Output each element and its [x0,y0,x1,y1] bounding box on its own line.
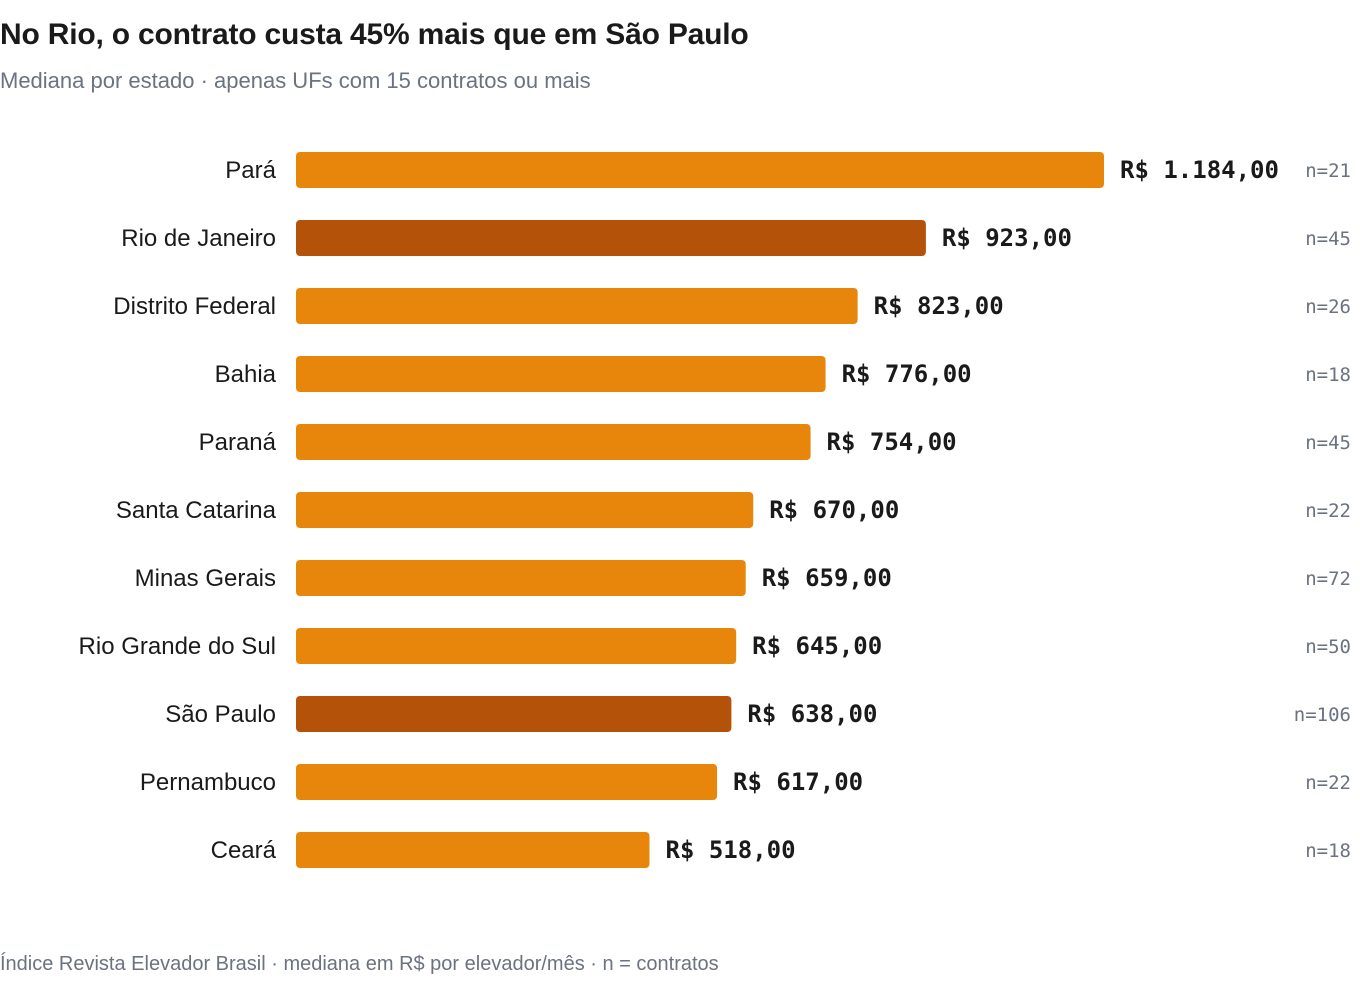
count-label-pernambuco: n=22 [1305,772,1351,794]
value-label-rio-grande-do-sul: R$ 645,00 [752,632,882,660]
bar-ceara [296,832,650,868]
value-label-santa-catarina: R$ 670,00 [769,496,899,524]
category-label-pernambuco: Pernambuco [140,769,276,796]
value-label-distrito-federal: R$ 823,00 [874,292,1004,320]
category-label-rio-de-janeiro: Rio de Janeiro [121,225,276,252]
category-label-minas-gerais: Minas Gerais [135,565,276,592]
bar-pernambuco [296,764,718,800]
bar-parana [296,424,811,460]
category-label-distrito-federal: Distrito Federal [113,293,276,320]
count-label-para: n=21 [1305,160,1351,182]
bar-rio-de-janeiro [296,220,926,256]
bar-sao-paulo [296,696,732,732]
category-label-sao-paulo: São Paulo [165,701,276,728]
bar-para [296,152,1104,188]
value-label-sao-paulo: R$ 638,00 [747,700,877,728]
category-label-rio-grande-do-sul: Rio Grande do Sul [79,633,276,660]
bar-chart: Pará R$ 1.184,00 n=21 Rio de Janeiro R$ 923,… [79,152,1351,868]
count-label-minas-gerais: n=72 [1305,568,1351,590]
count-label-sao-paulo: n=106 [1294,704,1351,726]
category-label-parana: Paraná [199,429,277,456]
count-label-santa-catarina: n=22 [1305,500,1351,522]
count-label-distrito-federal: n=26 [1305,296,1351,318]
category-label-santa-catarina: Santa Catarina [116,497,277,524]
chart-subtitle: Mediana por estado · apenas UFs com 15 c… [0,68,591,93]
chart-title: No Rio, o contrato custa 45% mais que em… [0,18,749,51]
bar-santa-catarina [296,492,754,528]
count-label-ceara: n=18 [1305,840,1351,862]
count-label-rio-de-janeiro: n=45 [1305,228,1351,250]
count-label-parana: n=45 [1305,432,1351,454]
category-label-ceara: Ceará [211,837,277,864]
category-label-bahia: Bahia [215,361,277,388]
bar-bahia [296,356,826,392]
count-label-bahia: n=18 [1305,364,1351,386]
chart-footer: Índice Revista Elevador Brasil · mediana… [0,953,719,975]
count-label-rio-grande-do-sul: n=50 [1305,636,1351,658]
bar-rio-grande-do-sul [296,628,737,664]
value-label-para: R$ 1.184,00 [1120,156,1279,184]
bar-distrito-federal [296,288,858,324]
value-label-parana: R$ 754,00 [827,428,957,456]
value-label-ceara: R$ 518,00 [666,836,796,864]
value-label-rio-de-janeiro: R$ 923,00 [942,224,1072,252]
value-label-minas-gerais: R$ 659,00 [762,564,892,592]
bar-minas-gerais [296,560,746,596]
value-label-bahia: R$ 776,00 [842,360,972,388]
value-label-pernambuco: R$ 617,00 [733,768,863,796]
category-label-para: Pará [225,157,276,184]
